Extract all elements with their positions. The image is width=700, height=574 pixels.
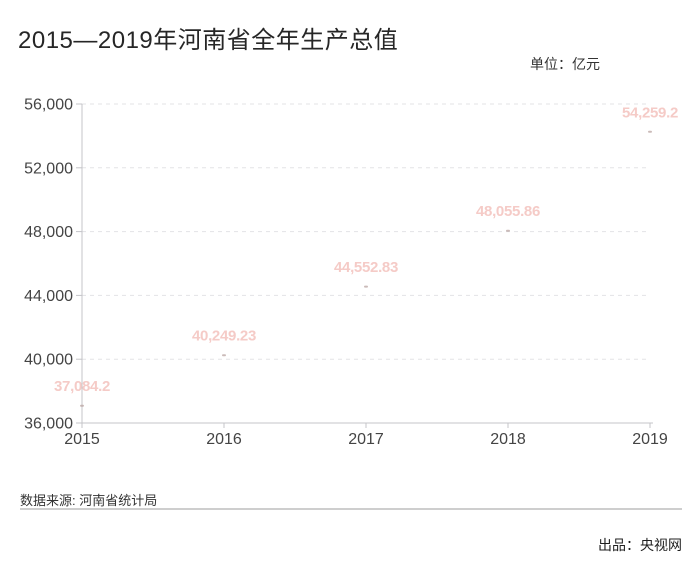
data-point <box>648 130 652 133</box>
y-axis-label: 44,000 <box>24 288 73 305</box>
data-point-label: 54,259.2 <box>622 104 678 121</box>
data-point <box>506 229 510 232</box>
chart-title: 2015—2019年河南省全年生产总值 <box>18 27 399 54</box>
data-point <box>80 404 84 407</box>
data-point <box>364 285 368 288</box>
data-point-label: 44,552.83 <box>334 259 398 276</box>
data-point-label: 37,084.2 <box>54 378 110 395</box>
y-axis-label: 56,000 <box>24 97 73 114</box>
x-axis-label: 2018 <box>490 431 526 448</box>
unit-label: 单位：亿元 <box>530 56 600 72</box>
data-point <box>222 354 226 357</box>
producer-credit: 出品：央视网 <box>598 537 682 553</box>
data-point-label: 48,055.86 <box>476 203 540 220</box>
line-chart-plot: 36,000 40,000 44,000 48,000 52,000 56,000 2015… <box>24 97 678 449</box>
y-axis-label: 36,000 <box>24 416 73 433</box>
footer-divider <box>20 508 682 510</box>
data-point-label: 40,249.23 <box>192 328 256 345</box>
y-axis-label: 48,000 <box>24 224 73 241</box>
y-axis-label: 52,000 <box>24 160 73 177</box>
x-axis-label: 2016 <box>206 431 242 448</box>
x-axis-label: 2017 <box>348 431 384 448</box>
data-source-note: 数据来源: 河南省统计局 <box>20 493 158 508</box>
y-axis-label: 40,000 <box>24 352 73 369</box>
x-axis-label: 2015 <box>64 431 100 448</box>
x-axis-label: 2019 <box>632 431 668 448</box>
